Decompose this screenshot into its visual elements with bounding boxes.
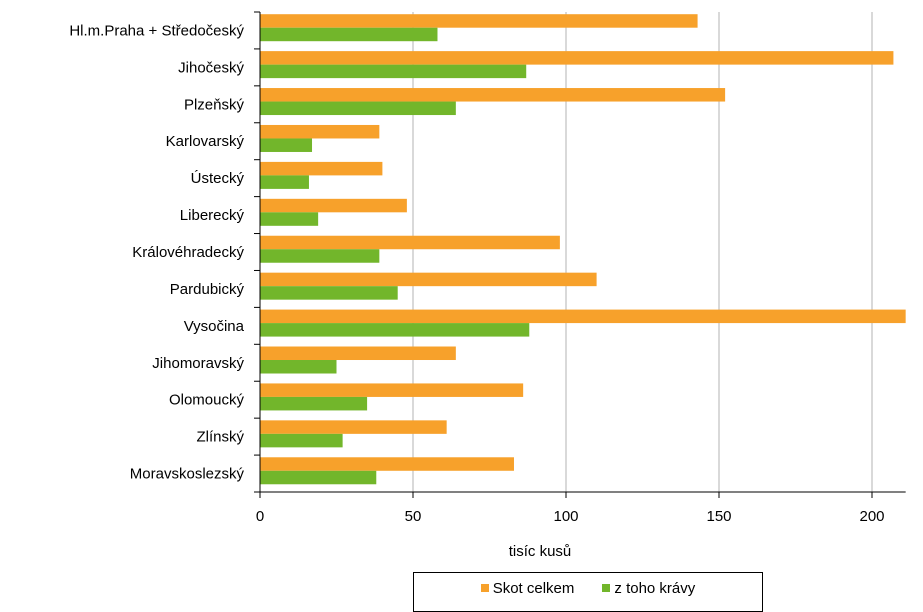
x-tick-label-150: 150 <box>706 508 731 525</box>
bar-skot-2 <box>260 88 726 102</box>
category-label-8: Vysočina <box>184 318 245 335</box>
bar-kravy-1 <box>260 64 527 79</box>
bar-kravy-2 <box>260 101 456 116</box>
x-tick-label-50: 50 <box>405 508 422 525</box>
bar-kravy-3 <box>260 138 313 152</box>
bar-skot-1 <box>260 51 894 65</box>
axes <box>254 11 906 498</box>
category-label-6: Královéhradecký <box>132 244 244 261</box>
category-label-10: Olomoucký <box>169 392 245 409</box>
category-label-7: Pardubický <box>170 281 245 298</box>
bar-skot-5 <box>260 198 407 213</box>
bar-kravy-5 <box>260 212 319 226</box>
bar-skot-4 <box>260 161 383 176</box>
category-label-12: Moravskoslezský <box>130 466 245 483</box>
bar-skot-11 <box>260 420 447 434</box>
bar-kravy-11 <box>260 433 343 448</box>
x-tick-label-100: 100 <box>553 508 578 525</box>
bars <box>260 14 906 485</box>
bar-skot-0 <box>260 14 698 28</box>
bar-skot-7 <box>260 272 597 287</box>
bar-kravy-7 <box>260 286 398 300</box>
category-label-5: Liberecký <box>180 207 245 224</box>
bar-kravy-0 <box>260 27 438 42</box>
legend-item-kravy: z toho krávy <box>602 580 695 597</box>
category-label-0: Hl.m.Praha + Středočeský <box>69 22 244 39</box>
bar-kravy-9 <box>260 360 337 374</box>
bar-kravy-8 <box>260 323 530 337</box>
category-label-1: Jihočeský <box>178 59 244 76</box>
legend: Skot celkem z toho krávy <box>413 572 763 612</box>
category-label-4: Ústecký <box>191 170 245 187</box>
category-label-11: Zlínský <box>196 429 244 446</box>
bar-kravy-12 <box>260 470 377 485</box>
bar-skot-6 <box>260 235 560 250</box>
legend-swatch-skot <box>480 584 489 592</box>
legend-item-skot: Skot celkem <box>480 579 575 597</box>
x-tick-label-0: 0 <box>256 508 264 525</box>
bar-kravy-10 <box>260 396 368 411</box>
bar-skot-9 <box>260 346 456 361</box>
x-tick-label-200: 200 <box>859 508 884 525</box>
bar-kravy-6 <box>260 249 380 263</box>
bar-skot-10 <box>260 383 524 397</box>
legend-label-kravy: z toho krávy <box>614 579 696 597</box>
bar-skot-8 <box>260 309 906 324</box>
category-label-9: Jihomoravský <box>152 355 244 372</box>
tick-labels: 0 50 100 150 200 <box>256 508 885 525</box>
category-label-2: Plzeňský <box>184 96 245 113</box>
bar-kravy-4 <box>260 175 309 189</box>
gridlines <box>412 12 873 492</box>
legend-label-skot: Skot celkem <box>492 579 575 597</box>
category-labels: Hl.m.Praha + Středočeský Jihočeský Plzeňsk… <box>69 22 244 482</box>
x-axis-title: tisíc kusů <box>509 543 572 560</box>
category-label-3: Karlovarský <box>166 133 245 150</box>
bar-skot-12 <box>260 457 514 471</box>
bar-skot-3 <box>260 124 380 139</box>
legend-swatch-kravy <box>602 584 611 592</box>
